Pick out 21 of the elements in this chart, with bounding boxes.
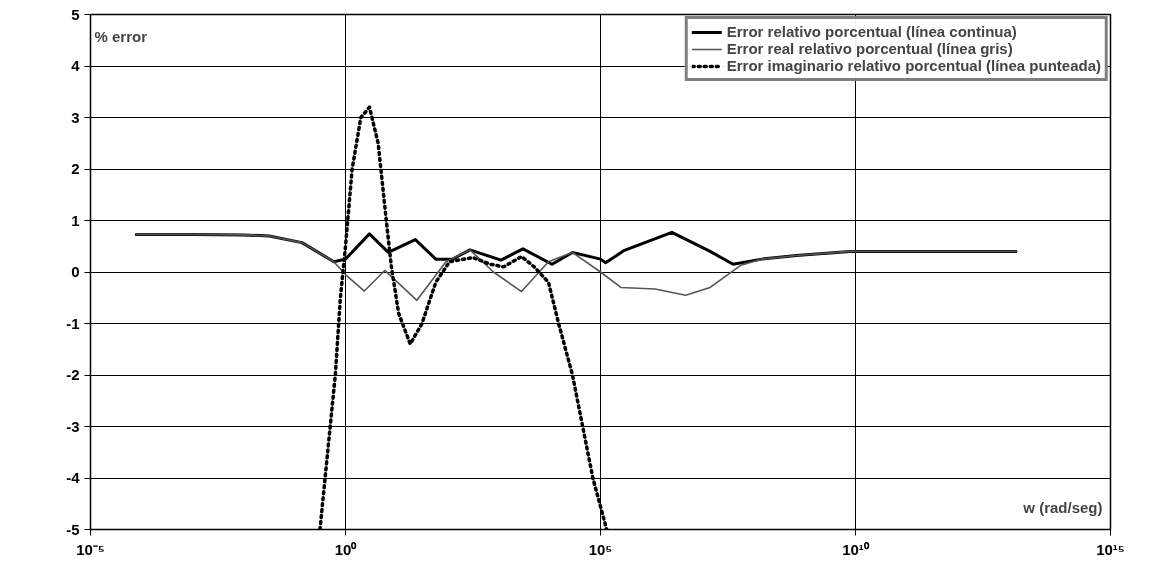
y-tick-label: 4: [71, 57, 81, 74]
x-tick-label: 10⁵: [588, 540, 613, 558]
x-tick-label: 10¹⁵: [1096, 540, 1125, 558]
y-tick-label: -5: [66, 520, 80, 538]
legend-label: Error relativo porcentual (línea continua): [726, 23, 1017, 40]
y-tick-label: 0: [71, 263, 80, 280]
y-tick-label: 3: [71, 108, 80, 126]
y-tick-label: 1: [71, 211, 80, 229]
x-tick-label: 10⁻⁵: [76, 540, 105, 558]
y-tick-label: 5: [71, 5, 80, 23]
y-tick-label: -2: [66, 366, 80, 383]
y-tick-label: -3: [66, 417, 80, 435]
y-axis-title: % error: [94, 27, 148, 45]
y-tick-label: -1: [66, 314, 80, 332]
legend-label: Error imaginario relativo porcentual (línea punteada): [726, 57, 1101, 74]
x-axis-title: w (rad/seg): [1022, 498, 1103, 516]
x-tick-label: 10¹⁰: [842, 540, 870, 558]
x-tick-label: 10⁰: [334, 540, 358, 558]
y-tick-label: 2: [71, 160, 80, 177]
y-tick-label: -4: [66, 469, 81, 486]
legend-label: Error real relativo porcentual (línea gris): [726, 40, 1013, 57]
